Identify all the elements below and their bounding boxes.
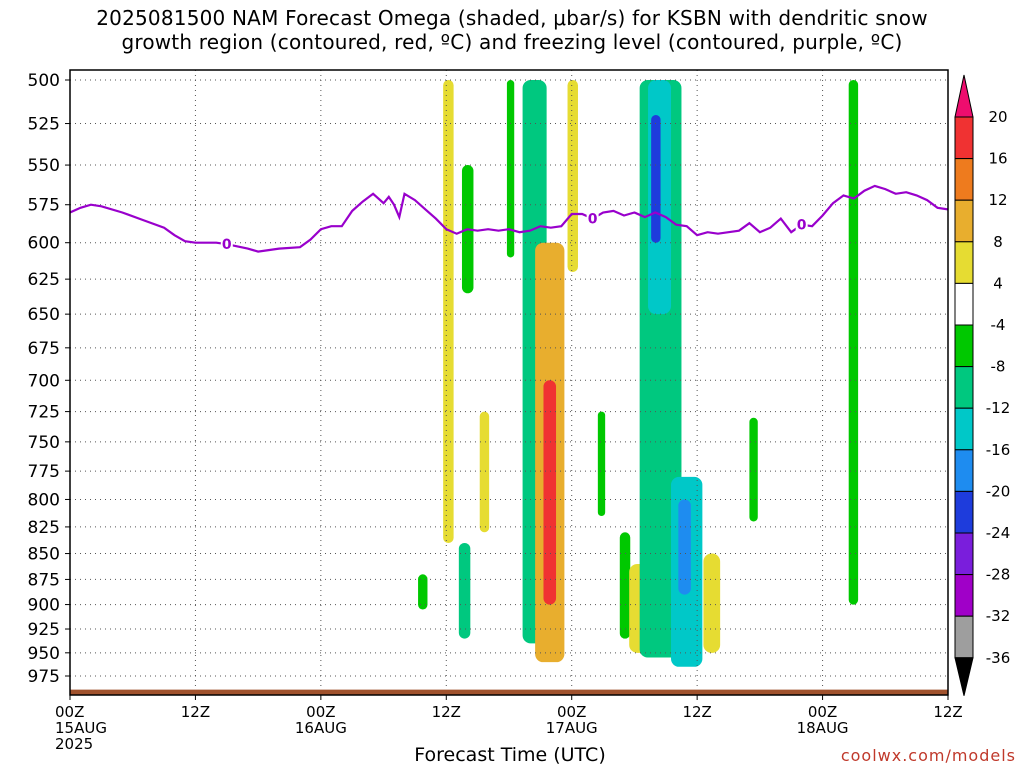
chart-title-line-2: growth region (contoured, red, ºC) and f… — [121, 30, 903, 54]
y-tick-label-975: 975 — [28, 667, 60, 687]
omega-feature-15 — [651, 115, 661, 243]
colorbar-label-4: 8 — [993, 233, 1003, 251]
colorbar-label-2: 16 — [988, 150, 1007, 168]
colorbar-bin-3 — [954, 199, 974, 243]
colorbar-label-7: -8 — [991, 358, 1006, 376]
y-tick-label-850: 850 — [28, 545, 60, 565]
y-tick-label-950: 950 — [28, 644, 60, 664]
y-tick-label-725: 725 — [28, 403, 60, 423]
y-tick-label-650: 650 — [28, 305, 60, 325]
omega-feature-4 — [479, 411, 490, 533]
y-tick-label-550: 550 — [28, 156, 60, 176]
credit-text: coolwx.com/models — [840, 746, 1016, 765]
colorbar-bin-7 — [954, 366, 974, 409]
chart-title-line-1: 2025081500 NAM Forecast Omega (shaded, μ… — [96, 6, 928, 30]
x-tick-label-0-2: 15AUG — [55, 719, 107, 737]
freezing-label-bg-1 — [220, 235, 233, 254]
x-axis-title: Forecast Time (UTC) — [414, 744, 606, 766]
colorbar-bin-9 — [954, 449, 974, 492]
freezing-level-label-2: 0 — [588, 212, 598, 228]
x-tick-label-24-1: 00Z — [306, 703, 335, 721]
x-tick-label-0-3: 2025 — [55, 735, 93, 753]
y-tick-label-750: 750 — [28, 433, 60, 453]
omega-feature-1 — [443, 80, 454, 543]
freezing-level-line — [70, 184, 948, 253]
colorbar-bin-10 — [954, 490, 974, 534]
plot-frame — [69, 69, 949, 696]
colorbar-label-1: 20 — [988, 108, 1007, 126]
x-tick-label-72-1: 00Z — [808, 703, 837, 721]
colorbar-label-10: -20 — [986, 482, 1011, 500]
omega-feature-17 — [678, 499, 691, 595]
colorbar-label-14: -36 — [986, 649, 1011, 667]
colorbar-bin-5 — [954, 282, 974, 326]
colorbar-bottom-triangle — [954, 657, 974, 696]
x-tick-label-24-2: 16AUG — [295, 719, 347, 737]
omega-feature-19 — [749, 417, 758, 522]
y-tick-label-500: 500 — [28, 71, 60, 91]
grid-layer — [70, 70, 948, 695]
y-tick-label-525: 525 — [28, 115, 60, 135]
y-tick-label-900: 900 — [28, 596, 60, 616]
x-tick-label-60-1: 12Z — [682, 703, 711, 721]
omega-feature-3 — [458, 542, 471, 639]
x-tick-label-48-1: 00Z — [557, 703, 586, 721]
y-tick-label-675: 675 — [28, 339, 60, 359]
colorbar-label-3: 12 — [988, 191, 1007, 209]
y-tick-label-575: 575 — [28, 196, 60, 216]
colorbar-bin-6 — [954, 324, 974, 368]
colorbar-label-9: -16 — [986, 441, 1011, 459]
y-axis: 500 525 550 575 600 625 650 675 700 725 750 775 800 8… — [28, 71, 70, 687]
colorbar-label-11: -24 — [986, 524, 1011, 542]
freezing-level-layer: 0 0 0 — [70, 184, 948, 254]
colorbar-bin-4 — [954, 241, 974, 284]
y-tick-label-925: 925 — [28, 620, 60, 640]
omega-feature-5 — [506, 80, 515, 258]
freezing-label-bg-3 — [795, 215, 808, 234]
chart-title: 2025081500 NAM Forecast Omega (shaded, μ… — [0, 6, 1024, 54]
colorbar-bin-11 — [954, 532, 974, 576]
colorbar-label-12: -28 — [986, 566, 1011, 584]
omega-feature-11 — [619, 532, 631, 639]
freezing-level-label-1: 0 — [222, 237, 232, 253]
colorbar-top-triangle — [954, 74, 974, 118]
y-tick-label-625: 625 — [28, 270, 60, 290]
omega-feature-18 — [703, 553, 721, 653]
x-tick-label-0-1: 00Z — [55, 703, 84, 721]
colorbar-bin-13 — [954, 615, 974, 659]
x-tick-label-48-2: 17AUG — [546, 719, 598, 737]
x-tick-label-12-1: 12Z — [181, 703, 210, 721]
x-tick-label-72-2: 18AUG — [797, 719, 849, 737]
colorbar-label-5: 4 — [993, 274, 1003, 292]
omega-feature-8 — [543, 380, 557, 605]
colorbar-bin-12 — [954, 574, 974, 617]
y-tick-label-800: 800 — [28, 490, 60, 510]
terrain-layer — [70, 689, 948, 695]
colorbar-bin-1 — [954, 116, 974, 160]
colorbar-label-8: -12 — [986, 399, 1011, 417]
y-tick-label-600: 600 — [28, 234, 60, 254]
y-tick-label-825: 825 — [28, 518, 60, 538]
omega-shading-layer — [418, 80, 859, 667]
freezing-label-bg-2 — [586, 209, 599, 228]
y-tick-label-875: 875 — [28, 570, 60, 590]
y-tick-label-700: 700 — [28, 371, 60, 391]
colorbar-label-6: -4 — [991, 316, 1006, 334]
x-tick-label-84-1: 12Z — [933, 703, 962, 721]
freezing-level-label-3: 0 — [797, 218, 807, 234]
colorbar-label-13: -32 — [986, 607, 1011, 625]
colorbar: 20 16 12 8 4 -4 -8 -12 -16 -20 -24 -28 -32 -36 — [954, 74, 1011, 696]
omega-feature-9 — [567, 80, 578, 272]
colorbar-bin-8 — [954, 407, 974, 451]
y-tick-label-775: 775 — [28, 462, 60, 482]
omega-feature-21 — [418, 574, 428, 610]
omega-feature-20 — [848, 80, 859, 605]
colorbar-bin-2 — [954, 158, 974, 201]
terrain-band — [70, 689, 948, 695]
x-tick-label-36-1: 12Z — [432, 703, 461, 721]
omega-feature-10 — [597, 411, 606, 517]
